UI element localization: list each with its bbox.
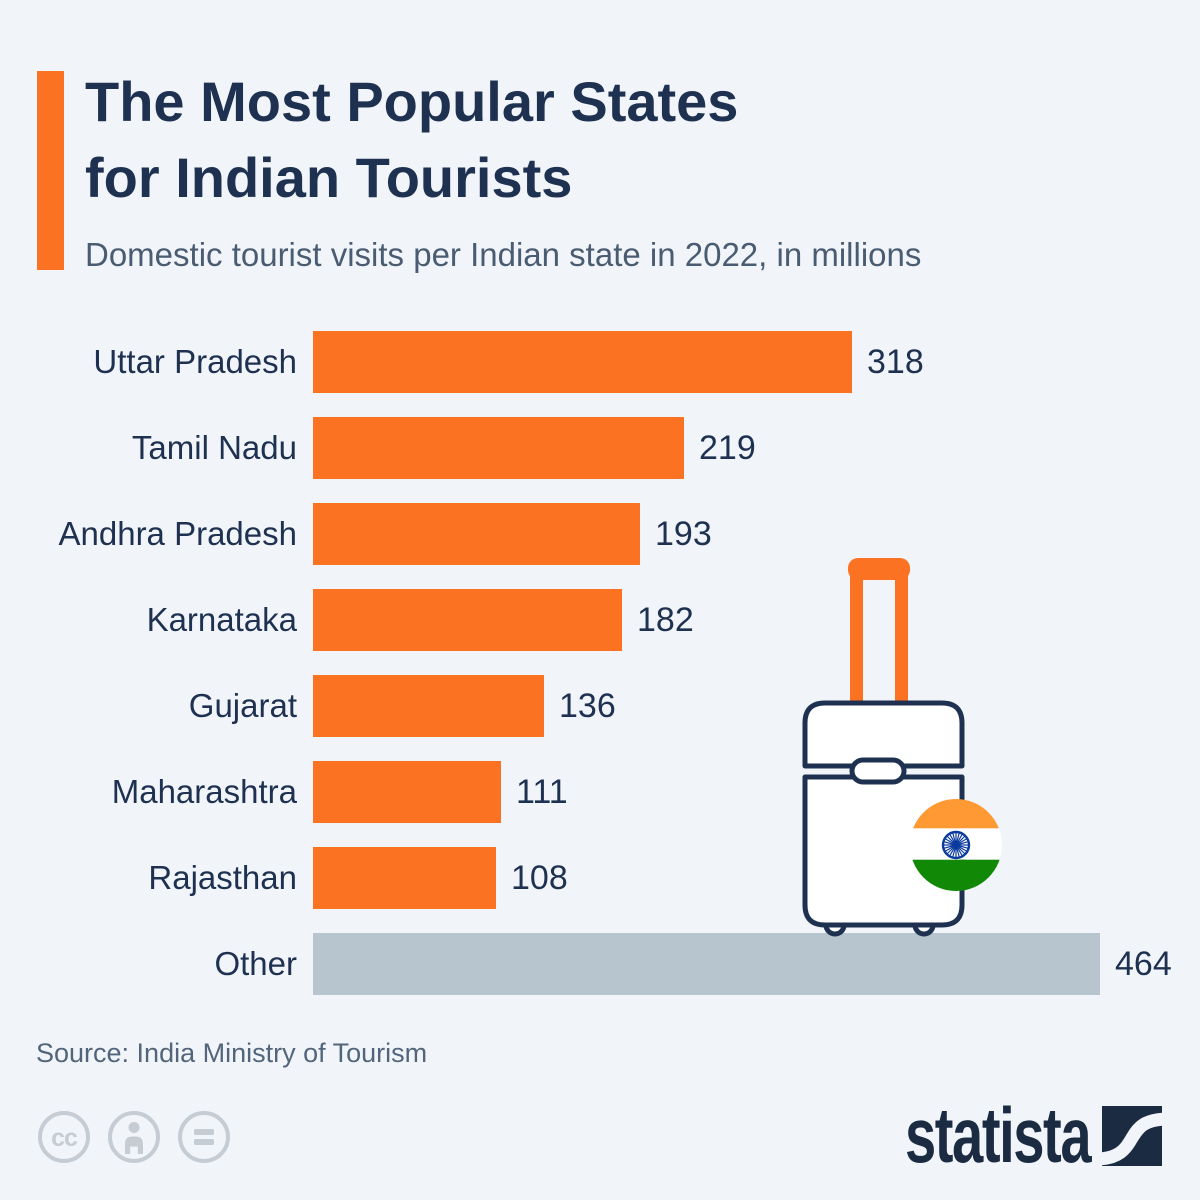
title-line-2: for Indian Tourists [85, 146, 573, 209]
cc-icon: cc [38, 1111, 90, 1163]
suitcase-upper-shell [802, 700, 965, 769]
bar-category-label: Maharashtra [111, 773, 297, 810]
bar-value-label: 182 [637, 601, 694, 639]
bar-andhra-pradesh [313, 503, 640, 565]
chart-row: Tamil Nadu 219 [0, 417, 1200, 479]
bar-value-label: 193 [655, 515, 712, 553]
bar-category-label: Andhra Pradesh [58, 515, 298, 552]
chart-subtitle: Domestic tourist visits per Indian state… [85, 236, 922, 273]
chart-row: Gujarat 136 [0, 675, 1200, 737]
bar-value-label: 318 [867, 343, 924, 381]
chart-row: Karnataka 182 [0, 589, 1200, 651]
bar-uttar-pradesh [313, 331, 852, 393]
bar-category-label: Gujarat [188, 687, 297, 724]
chart-row: Uttar Pradesh 318 [0, 331, 1200, 393]
bar-other [313, 933, 1100, 995]
page-title: The Most Popular States for Indian Touris… [85, 64, 738, 216]
bar-maharashtra [313, 761, 501, 823]
bar-karnataka [313, 589, 622, 651]
bar-category-label: Karnataka [146, 601, 297, 638]
bar-category-label: Rajasthan [148, 859, 297, 896]
chart-row: Maharashtra 111 [0, 761, 1200, 823]
source-text: Source: India Ministry of Tourism [36, 1038, 428, 1068]
svg-text:cc: cc [51, 1124, 78, 1152]
statista-logo-mark [1102, 1106, 1162, 1166]
suitcase-handle [848, 558, 910, 705]
bar-value-label: 136 [559, 687, 616, 725]
attribution-icon [108, 1111, 160, 1163]
title-line-1: The Most Popular States [85, 70, 739, 133]
bar-category-label: Tamil Nadu [131, 429, 297, 466]
bar-category-label: Uttar Pradesh [93, 343, 297, 380]
bar-chart: Uttar Pradesh 318 Tamil Nadu 219 Andhra Prad… [0, 331, 1200, 995]
bar-rajasthan [313, 847, 496, 909]
bar-category-label: Other [214, 945, 297, 982]
title-accent-bar [37, 71, 64, 270]
chart-row: Andhra Pradesh 193 [0, 503, 1200, 565]
bar-gujarat [313, 675, 544, 737]
equals-icon [178, 1111, 230, 1163]
statista-wordmark: statista [904, 1091, 1092, 1179]
chart-row: Other 464 [0, 933, 1200, 995]
chart-row: Rajasthan 108 [0, 847, 1200, 909]
bar-value-label: 111 [516, 773, 568, 811]
ashoka-chakra-icon [941, 830, 971, 860]
cc-license-icons: cc [38, 1111, 230, 1163]
bar-value-label: 108 [511, 859, 568, 897]
suitcase-illustration [802, 558, 1002, 937]
bar-value-label: 219 [699, 429, 756, 467]
bar-value-label: 464 [1115, 945, 1172, 983]
suitcase-side-handle [849, 757, 907, 785]
bar-tamil-nadu [313, 417, 684, 479]
